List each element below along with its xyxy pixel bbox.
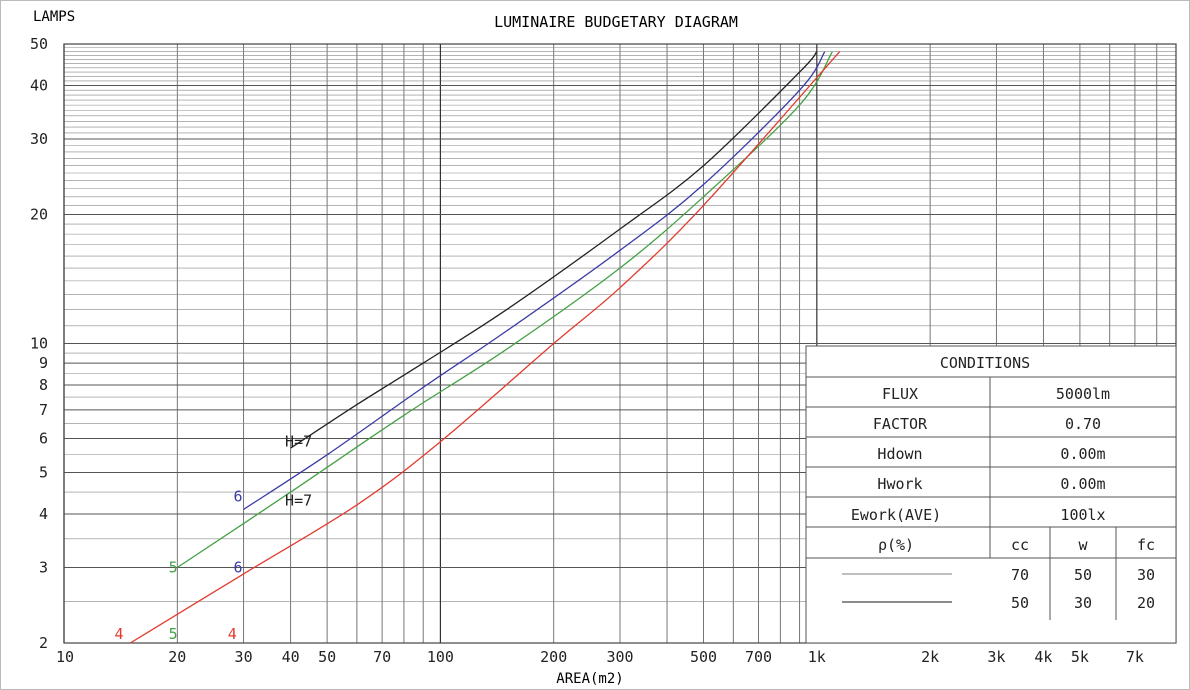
- curve-label: 5: [169, 625, 178, 643]
- rho-header-fc: fc: [1137, 536, 1155, 554]
- y-tick-label: 30: [30, 130, 48, 148]
- rho-value-fc: 20: [1137, 594, 1155, 612]
- series-line: [176, 51, 833, 569]
- curve-label: 6: [234, 487, 243, 505]
- curve-label: 6: [234, 559, 243, 577]
- y-tick-label: 7: [39, 401, 48, 419]
- plot-frame: [63, 43, 1177, 644]
- condition-label-hwork: Hwork: [877, 475, 922, 493]
- curve-label: 4: [114, 625, 123, 643]
- y-tick-label: 5: [39, 463, 48, 481]
- x-tick-labels: 10 20 30 40 50 70 100 200 300 500 700 1k 2k 3k 4k 5k 7k: [56, 648, 1144, 666]
- x-tick-label: 2k: [921, 648, 939, 666]
- curve-labels: H=7 H=7 6 6 5 5 4 4: [114, 433, 312, 643]
- conditions-title: CONDITIONS: [940, 354, 1030, 372]
- curve-label: 4: [228, 625, 237, 643]
- condition-value-hdown: 0.00m: [1060, 445, 1105, 463]
- series-line: [243, 51, 826, 510]
- y-tick-label: 20: [30, 206, 48, 224]
- series-line: [290, 51, 818, 449]
- x-tick-label: 4k: [1034, 648, 1052, 666]
- y-tick-label: 40: [30, 77, 48, 95]
- x-tick-label: 7k: [1126, 648, 1144, 666]
- x-tick-label: 300: [606, 648, 633, 666]
- rho-header-w: w: [1078, 536, 1088, 554]
- rho-label: ρ(%): [878, 536, 914, 554]
- x-tick-label: 20: [168, 648, 186, 666]
- x-tick-label: 70: [373, 648, 391, 666]
- y-tick-labels: 2 3 4 5 6 7 8 910 20 30 40 50: [30, 35, 48, 652]
- condition-label-factor: FACTOR: [873, 415, 928, 433]
- x-tick-label: 1k: [808, 648, 826, 666]
- y-tick-label: 9: [39, 354, 48, 372]
- y-tick-label: 6: [39, 430, 48, 448]
- curve-label: H=7: [285, 433, 312, 451]
- chart-title: LUMINAIRE BUDGETARY DIAGRAM: [494, 13, 738, 31]
- condition-value-factor: 0.70: [1065, 415, 1101, 433]
- y-tick-label: 2: [39, 634, 48, 652]
- rho-value-cc: 50: [1011, 594, 1029, 612]
- x-tick-label: 500: [690, 648, 717, 666]
- x-tick-label: 50: [318, 648, 336, 666]
- rho-value-cc: 70: [1011, 566, 1029, 584]
- x-tick-label: 100: [427, 648, 454, 666]
- y-tick-label: 4: [39, 505, 48, 523]
- rho-value-w: 30: [1074, 594, 1092, 612]
- condition-label-ework: Ework(AVE): [851, 506, 941, 524]
- rho-value-w: 50: [1074, 566, 1092, 584]
- y-axis-label: LAMPS: [33, 9, 75, 25]
- y-tick-label: 10: [30, 335, 48, 353]
- x-tick-label: 200: [540, 648, 567, 666]
- y-tick-label: 8: [39, 376, 48, 394]
- curve-label: H=7: [285, 492, 312, 510]
- condition-value-flux: 5000lm: [1056, 385, 1110, 403]
- conditions-box: [805, 345, 1177, 644]
- x-axis-label: AREA(m2): [556, 671, 623, 687]
- x-tick-label: 40: [282, 648, 300, 666]
- curve-label: 5: [169, 559, 178, 577]
- x-tick-label: 5k: [1071, 648, 1089, 666]
- condition-label-hdown: Hdown: [877, 445, 922, 463]
- series-layer: [129, 51, 841, 644]
- condition-label-flux: FLUX: [882, 385, 918, 403]
- series-line: [129, 51, 841, 644]
- conditions-table: CONDITIONS FLUX 5000lm FACTOR 0.70 Hdown…: [805, 345, 1177, 644]
- condition-value-hwork: 0.00m: [1060, 475, 1105, 493]
- x-tick-label: 700: [745, 648, 772, 666]
- x-tick-label: 30: [235, 648, 253, 666]
- rho-value-fc: 30: [1137, 566, 1155, 584]
- rho-header-cc: cc: [1011, 536, 1029, 554]
- y-tick-label: 3: [39, 559, 48, 577]
- condition-value-ework: 100lx: [1060, 506, 1105, 524]
- x-tick-label: 3k: [987, 648, 1005, 666]
- x-tick-label: 10: [56, 648, 74, 666]
- y-tick-label: 50: [30, 35, 48, 53]
